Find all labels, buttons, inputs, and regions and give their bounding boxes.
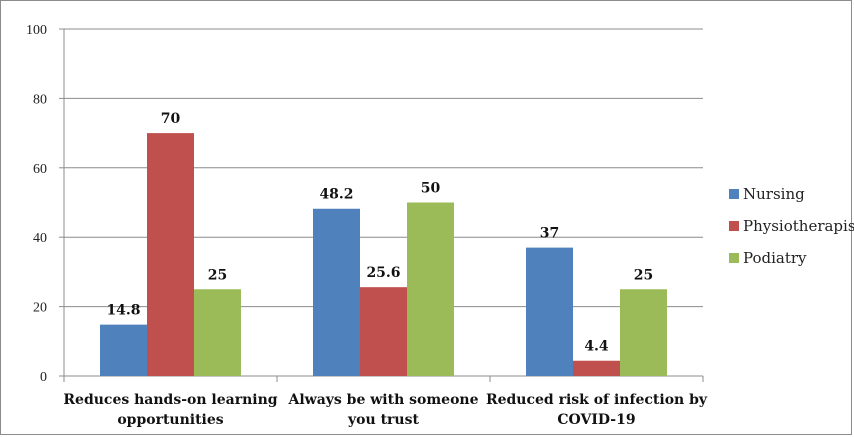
bar-podiatry	[407, 202, 454, 376]
bar-podiatry	[620, 289, 667, 376]
y-tick-label: 100	[26, 23, 47, 38]
bar-physiotherapist	[360, 287, 407, 376]
data-label: 25	[634, 267, 653, 283]
legend: Nursing Physiotherapist Podiatry	[729, 185, 854, 267]
y-tick-label: 0	[40, 370, 47, 385]
category-label-line: Always be with someone	[287, 392, 478, 408]
bar-nursing	[526, 247, 573, 376]
y-tick-label: 20	[33, 301, 47, 316]
bars	[100, 133, 667, 376]
bar-nursing	[313, 208, 360, 376]
bar-physiotherapist	[573, 360, 620, 376]
data-label: 25.6	[366, 265, 400, 281]
legend-swatch-nursing	[729, 189, 739, 199]
data-label: 25	[208, 267, 227, 283]
legend-label: Nursing	[743, 185, 805, 203]
category-label-line: Reduces hands-on learning	[63, 392, 277, 408]
x-axis: Reduces hands-on learning opportunities Al…	[63, 375, 708, 428]
y-tick-label: 60	[33, 162, 47, 177]
bar-podiatry	[194, 289, 241, 376]
bar-physiotherapist	[147, 133, 194, 376]
legend-swatch-physiotherapist	[729, 221, 739, 231]
category-label: Always be with someone you trust	[287, 392, 478, 428]
y-axis: 0 20 40 60 80 100	[26, 23, 65, 385]
legend-label: Podiatry	[743, 249, 807, 267]
y-tick-label: 80	[33, 92, 47, 107]
category-label-line: opportunities	[117, 412, 223, 428]
data-label: 14.8	[106, 303, 140, 319]
data-label: 48.2	[319, 187, 353, 203]
category-label: Reduces hands-on learning opportunities	[63, 392, 277, 428]
data-label: 4.4	[584, 339, 609, 355]
category-label-line: Reduced risk of infection by	[486, 392, 708, 408]
legend-label: Physiotherapist	[743, 217, 854, 235]
y-tick-label: 40	[33, 231, 47, 246]
data-labels: 14.8 48.2 37 70 25.6 4.4 25 50 25	[106, 111, 653, 355]
data-label: 50	[421, 181, 441, 197]
data-label: 70	[161, 111, 181, 127]
legend-swatch-podiatry	[729, 253, 739, 263]
category-label-line: COVID-19	[557, 412, 635, 428]
category-label-line: you trust	[347, 412, 419, 428]
data-label: 37	[540, 226, 559, 242]
bar-nursing	[100, 324, 147, 376]
category-label: Reduced risk of infection by COVID-19	[486, 392, 708, 428]
